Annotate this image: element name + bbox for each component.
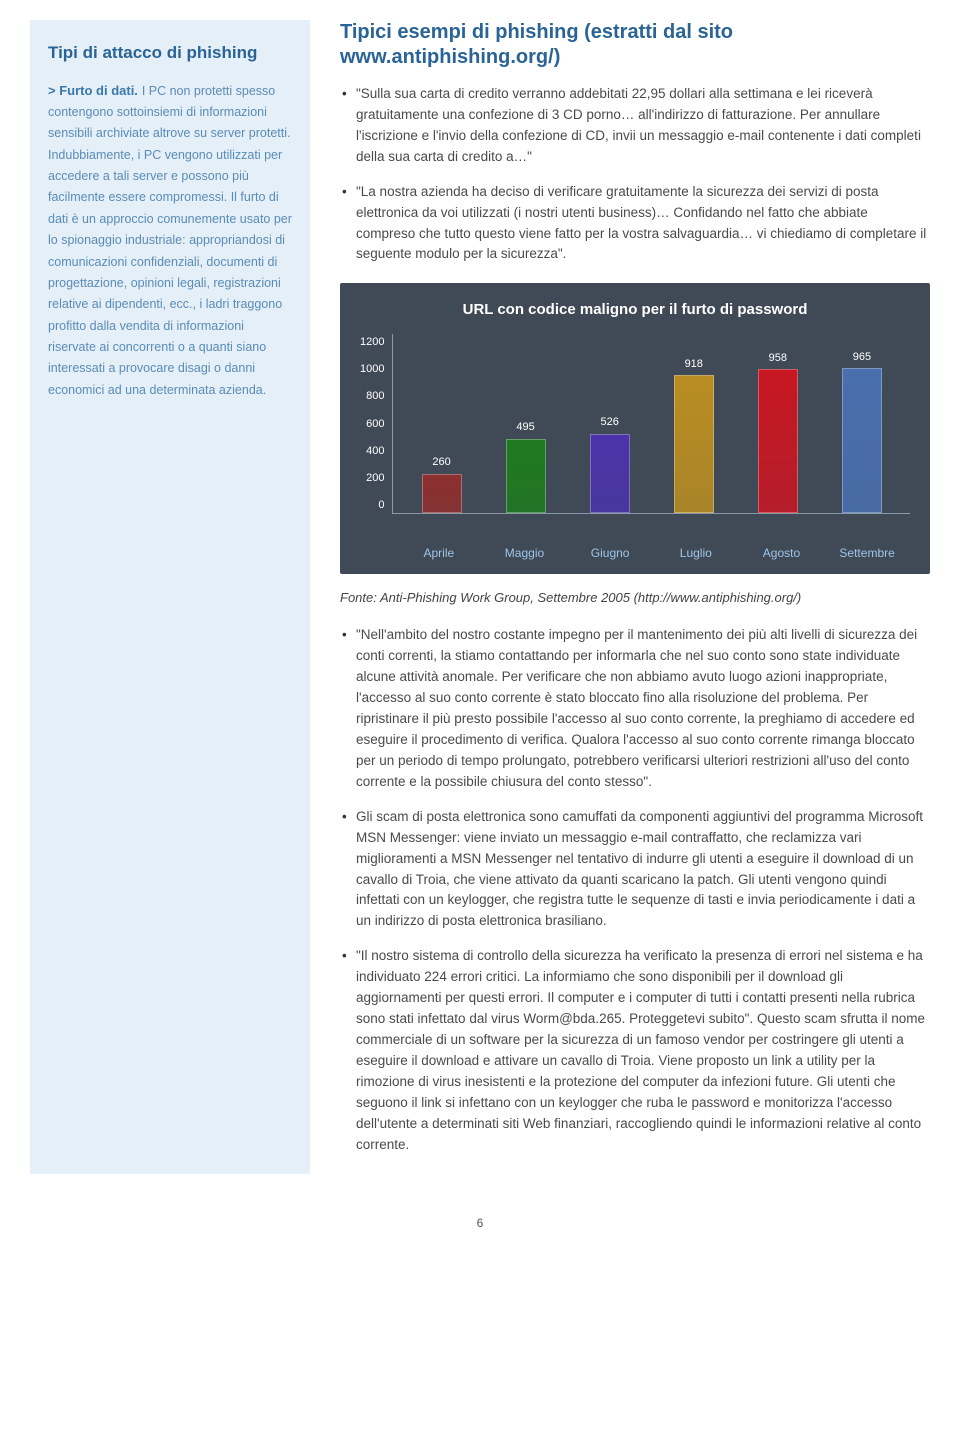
- bar-group: 918: [664, 356, 724, 513]
- bullet-item: Gli scam di posta elettronica sono camuf…: [340, 807, 930, 933]
- y-tick-label: 200: [366, 470, 384, 487]
- x-tick-label: Settembre: [837, 544, 897, 562]
- bar-value-label: 495: [516, 419, 534, 436]
- bullet-item: "Il nostro sistema di controllo della si…: [340, 946, 930, 1155]
- bullet-item: "Sulla sua carta di credito verranno add…: [340, 84, 930, 168]
- x-axis: Aprile Maggio Giugno Luglio Agosto Settembre: [360, 544, 910, 562]
- bar: [674, 375, 714, 513]
- chart-caption: Fonte: Anti-Phishing Work Group, Settemb…: [340, 588, 930, 608]
- x-tick-label: Aprile: [409, 544, 469, 562]
- chart-title: URL con codice maligno per il furto di p…: [360, 299, 910, 322]
- sidebar-box: Tipi di attacco di phishing > Furto di d…: [30, 20, 310, 1174]
- y-axis: 0 200 400 600 800 1000 1200: [360, 334, 392, 514]
- main-content: Tipici esempi di phishing (estratti dal …: [340, 20, 930, 1174]
- bar: [842, 368, 882, 513]
- bar: [422, 474, 462, 513]
- sidebar-body: I PC non protetti spesso contengono sott…: [48, 84, 292, 397]
- bar-group: 965: [832, 349, 892, 513]
- bar-value-label: 526: [600, 414, 618, 431]
- bar-group: 495: [496, 419, 556, 513]
- bar-group: 260: [412, 454, 472, 513]
- chart-container: URL con codice maligno per il furto di p…: [340, 283, 930, 574]
- page-layout: Tipi di attacco di phishing > Furto di d…: [30, 20, 930, 1174]
- bullets-bottom: "Nell'ambito del nostro costante impegno…: [340, 625, 930, 1155]
- bar-group: 526: [580, 414, 640, 512]
- main-title: Tipici esempi di phishing (estratti dal …: [340, 20, 930, 70]
- bullet-item: "Nell'ambito del nostro costante impegno…: [340, 625, 930, 792]
- sidebar-paragraph: > Furto di dati. I PC non protetti spess…: [48, 80, 292, 401]
- bar: [758, 369, 798, 513]
- y-tick-label: 1200: [360, 334, 384, 351]
- sidebar-title: Tipi di attacco di phishing: [48, 40, 292, 66]
- y-tick-label: 0: [378, 497, 384, 514]
- bar: [590, 434, 630, 513]
- bar-value-label: 958: [769, 350, 787, 367]
- bullets-top: "Sulla sua carta di credito verranno add…: [340, 84, 930, 265]
- page-number: 6: [30, 1214, 930, 1232]
- sidebar-subhead: > Furto di dati.: [48, 83, 138, 98]
- chart-plot-area: 0 200 400 600 800 1000 1200 260 495 526 918 958 965: [360, 334, 910, 534]
- x-tick-label: Giugno: [580, 544, 640, 562]
- x-tick-label: Luglio: [666, 544, 726, 562]
- y-tick-label: 600: [366, 416, 384, 433]
- bar-group: 958: [748, 350, 808, 513]
- y-tick-label: 400: [366, 443, 384, 460]
- x-tick-label: Maggio: [494, 544, 554, 562]
- bar: [506, 439, 546, 513]
- bar-value-label: 965: [853, 349, 871, 366]
- y-tick-label: 800: [366, 388, 384, 405]
- plot: 260 495 526 918 958 965: [392, 334, 910, 514]
- x-tick-label: Agosto: [751, 544, 811, 562]
- bar-value-label: 918: [685, 356, 703, 373]
- bar-value-label: 260: [432, 454, 450, 471]
- bullet-item: "La nostra azienda ha deciso di verifica…: [340, 182, 930, 266]
- y-tick-label: 1000: [360, 361, 384, 378]
